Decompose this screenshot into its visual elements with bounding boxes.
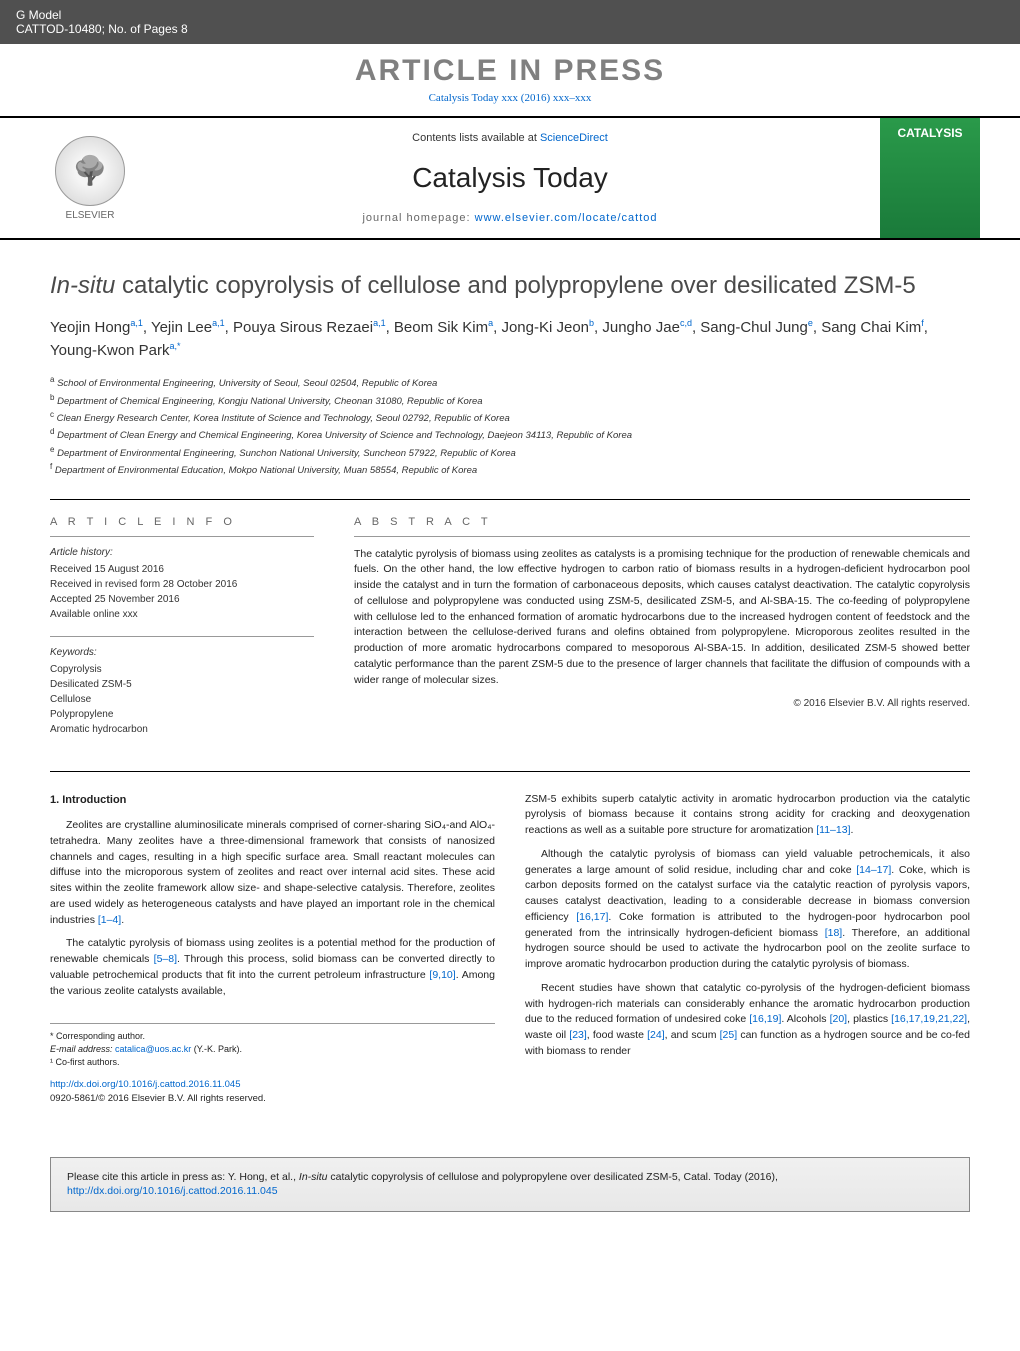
- history-line: Available online xxx: [50, 607, 314, 622]
- column-left: 1. Introduction Zeolites are crystalline…: [50, 792, 495, 1107]
- article-info-column: A R T I C L E I N F O Article history: R…: [50, 516, 314, 751]
- column-right: ZSM-5 exhibits superb catalytic activity…: [525, 792, 970, 1107]
- article-info-label: A R T I C L E I N F O: [50, 516, 314, 528]
- authors-line: Yeojin Honga,1, Yejin Leea,1, Pouya Siro…: [50, 317, 970, 362]
- citation-middle: catalytic copyrolysis of cellulose and p…: [328, 1171, 778, 1183]
- email-line: E-mail address: catalica@uos.ac.kr (Y.-K…: [50, 1043, 495, 1056]
- ref-link[interactable]: [20]: [830, 1013, 848, 1025]
- ref-link[interactable]: [11–13]: [816, 824, 850, 836]
- doi-section: http://dx.doi.org/10.1016/j.cattod.2016.…: [50, 1078, 495, 1107]
- sciencedirect-link[interactable]: ScienceDirect: [540, 132, 608, 144]
- corresponding-note: * Corresponding author.: [50, 1030, 495, 1043]
- email-link[interactable]: catalica@uos.ac.kr: [115, 1044, 191, 1054]
- abstract-column: A B S T R A C T The catalytic pyrolysis …: [354, 516, 970, 751]
- affiliation-line: c Clean Energy Research Center, Korea In…: [50, 409, 970, 426]
- article-history-block: Article history: Received 15 August 2016…: [50, 536, 314, 622]
- gmodel-block: G Model CATTOD-10480; No. of Pages 8: [16, 8, 188, 36]
- history-line: Received in revised form 28 October 2016: [50, 577, 314, 592]
- gmodel-label: G Model: [16, 8, 188, 22]
- keywords-label: Keywords:: [50, 645, 314, 660]
- header-bar: G Model CATTOD-10480; No. of Pages 8: [0, 0, 1020, 44]
- homepage-line: journal homepage: www.elsevier.com/locat…: [140, 204, 880, 232]
- ref-link[interactable]: [14–17]: [856, 864, 891, 876]
- ref-link[interactable]: [16,17,19,21,22]: [891, 1013, 967, 1025]
- ref-link[interactable]: [24]: [647, 1029, 665, 1041]
- citation-prefix: Please cite this article in press as: Y.…: [67, 1171, 299, 1183]
- keywords-block: Keywords: CopyrolysisDesilicated ZSM-5Ce…: [50, 636, 314, 737]
- issn-line: 0920-5861/© 2016 Elsevier B.V. All right…: [50, 1092, 495, 1106]
- ref-link[interactable]: [1–4]: [98, 914, 121, 926]
- journal-name: Catalysis Today: [140, 152, 880, 204]
- ref-link[interactable]: [16,17]: [576, 911, 608, 923]
- body-paragraph: Although the catalytic pyrolysis of biom…: [525, 847, 970, 973]
- keyword-line: Aromatic hydrocarbon: [50, 722, 314, 737]
- intro-heading: 1. Introduction: [50, 792, 495, 809]
- ref-link[interactable]: [23]: [569, 1029, 587, 1041]
- history-line: Accepted 25 November 2016: [50, 592, 314, 607]
- ref-link[interactable]: [5–8]: [154, 953, 177, 965]
- ref-link[interactable]: [16,19]: [749, 1013, 781, 1025]
- abstract-text: The catalytic pyrolysis of biomass using…: [354, 536, 970, 689]
- homepage-link[interactable]: www.elsevier.com/locate/cattod: [475, 212, 658, 224]
- affiliation-line: e Department of Environmental Engineerin…: [50, 444, 970, 461]
- elsevier-text: ELSEVIER: [66, 210, 115, 221]
- abstract-label: A B S T R A C T: [354, 516, 970, 528]
- article-body: In-situ catalytic copyrolysis of cellulo…: [0, 240, 1020, 1127]
- contents-line: Contents lists available at ScienceDirec…: [140, 124, 880, 152]
- citation-box: Please cite this article in press as: Y.…: [50, 1157, 970, 1212]
- affiliation-line: f Department of Environmental Education,…: [50, 461, 970, 478]
- cover-thumb-text: CATALYSIS: [897, 126, 962, 140]
- history-line: Received 15 August 2016: [50, 562, 314, 577]
- elsevier-tree-icon: [55, 136, 125, 206]
- ref-link[interactable]: [25]: [720, 1029, 738, 1041]
- title-rest: catalytic copyrolysis of cellulose and p…: [115, 272, 915, 299]
- keyword-line: Polypropylene: [50, 707, 314, 722]
- body-paragraph: ZSM-5 exhibits superb catalytic activity…: [525, 792, 970, 839]
- citation-italic: In-situ: [299, 1171, 328, 1183]
- email-suffix: (Y.-K. Park).: [191, 1044, 242, 1054]
- section-divider: [50, 771, 970, 772]
- keyword-line: Copyrolysis: [50, 662, 314, 677]
- email-label: E-mail address:: [50, 1044, 115, 1054]
- elsevier-logo: ELSEVIER: [40, 118, 140, 238]
- cofirst-note: ¹ Co-first authors.: [50, 1056, 495, 1069]
- keyword-line: Cellulose: [50, 692, 314, 707]
- body-paragraph: Zeolites are crystalline aluminosilicate…: [50, 818, 495, 928]
- press-banner: ARTICLE IN PRESS: [0, 44, 1020, 92]
- doi-header-link[interactable]: Catalysis Today xxx (2016) xxx–xxx: [429, 92, 592, 104]
- main-two-column: 1. Introduction Zeolites are crystalline…: [50, 792, 970, 1107]
- article-code: CATTOD-10480; No. of Pages 8: [16, 22, 188, 36]
- ref-link[interactable]: [18]: [825, 927, 843, 939]
- ref-link[interactable]: [9,10]: [429, 969, 455, 981]
- contents-prefix: Contents lists available at: [412, 132, 540, 144]
- masthead: ELSEVIER Contents lists available at Sci…: [0, 116, 1020, 240]
- citation-link[interactable]: http://dx.doi.org/10.1016/j.cattod.2016.…: [67, 1185, 278, 1197]
- affiliation-line: d Department of Clean Energy and Chemica…: [50, 426, 970, 443]
- affiliation-line: b Department of Chemical Engineering, Ko…: [50, 392, 970, 409]
- affiliation-line: a School of Environmental Engineering, U…: [50, 374, 970, 391]
- body-paragraph: The catalytic pyrolysis of biomass using…: [50, 936, 495, 999]
- doi-url-link[interactable]: http://dx.doi.org/10.1016/j.cattod.2016.…: [50, 1078, 495, 1092]
- title-italic: In-situ: [50, 272, 115, 299]
- history-label: Article history:: [50, 545, 314, 560]
- info-abstract-row: A R T I C L E I N F O Article history: R…: [50, 499, 970, 751]
- footnotes-block: * Corresponding author. E-mail address: …: [50, 1023, 495, 1068]
- doi-header-line: Catalysis Today xxx (2016) xxx–xxx: [0, 92, 1020, 116]
- copyright-line: © 2016 Elsevier B.V. All rights reserved…: [354, 698, 970, 709]
- homepage-prefix: journal homepage:: [362, 212, 474, 224]
- journal-cover-thumb: CATALYSIS: [880, 118, 980, 238]
- article-title: In-situ catalytic copyrolysis of cellulo…: [50, 270, 970, 301]
- keyword-line: Desilicated ZSM-5: [50, 677, 314, 692]
- masthead-center: Contents lists available at ScienceDirec…: [140, 124, 880, 232]
- affiliations-block: a School of Environmental Engineering, U…: [50, 374, 970, 478]
- body-paragraph: Recent studies have shown that catalytic…: [525, 981, 970, 1060]
